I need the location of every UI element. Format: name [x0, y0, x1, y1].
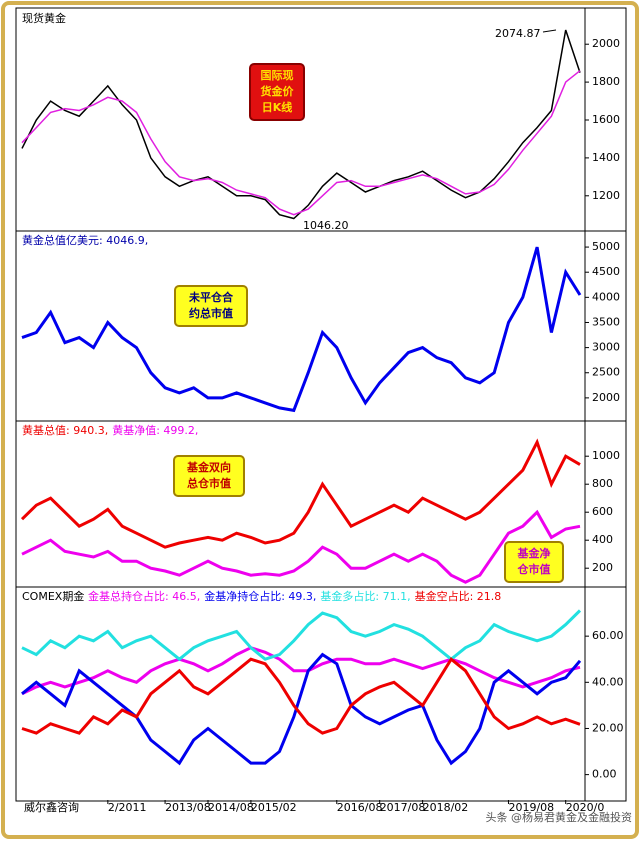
- x-tick-label: 2016/08: [337, 801, 383, 814]
- annotation: 2074.87: [495, 27, 541, 40]
- series-line: [21, 70, 581, 216]
- series-line: [21, 246, 582, 413]
- panel-title: 黄金总值亿美元: 4046.9,: [22, 233, 148, 247]
- watermark: 头条 @杨易君黄金及金融投资: [486, 810, 633, 824]
- annotation-line: [542, 29, 557, 33]
- legend-entry: 基金多占比: 71.1,: [320, 589, 410, 603]
- y-tick-label: 2500: [592, 366, 620, 379]
- y-tick-label: 40.00: [592, 675, 624, 688]
- note-text: 未平仓合: [188, 290, 234, 304]
- series-line: [21, 646, 581, 696]
- legend-entry: 黄基净值: 499.2,: [112, 423, 198, 437]
- x-tick-label: 2013/08: [165, 801, 211, 814]
- note-text: 总仓市值: [187, 476, 231, 490]
- panel-title: COMEX期金: [22, 589, 84, 603]
- series-line: [20, 438, 581, 549]
- x-tick-label: 2019/08: [508, 801, 554, 814]
- note-box: [174, 285, 248, 327]
- y-tick-label: 1000: [592, 449, 620, 462]
- note-text: 日K线: [262, 100, 293, 114]
- note-text: 基金净: [517, 546, 551, 560]
- note-box: [504, 541, 564, 583]
- panel-title: 现货黄金: [22, 11, 66, 25]
- footer: 威尔鑫咨询: [24, 800, 79, 814]
- x-tick-label: 2020/0: [566, 801, 605, 814]
- y-tick-label: 2000: [592, 37, 620, 50]
- series-line: [21, 509, 581, 584]
- note-text: 货金价: [260, 84, 295, 98]
- y-tick-label: 4000: [592, 290, 620, 303]
- note-text: 国际现: [261, 68, 294, 82]
- x-tick-label: 2018/02: [423, 801, 469, 814]
- legend-entry: 金基净持仓占比: 49.3,: [204, 589, 316, 603]
- y-tick-label: 60.00: [592, 629, 624, 642]
- y-tick-label: 3000: [592, 341, 620, 354]
- note-text: 约总市值: [189, 306, 233, 320]
- y-tick-label: 4500: [592, 265, 620, 278]
- note-text: 基金双向: [186, 460, 231, 474]
- y-tick-label: 600: [592, 505, 613, 518]
- note-box: [249, 63, 305, 121]
- y-tick-label: 200: [592, 561, 613, 574]
- note-box: [173, 455, 245, 497]
- y-tick-label: 1400: [592, 151, 620, 164]
- y-tick-label: 20.00: [592, 721, 624, 734]
- x-tick-label: 2017/08: [380, 801, 426, 814]
- series-line: [21, 609, 582, 662]
- legend-entry: 金基总持仓占比: 46.5,: [88, 589, 200, 603]
- y-tick-label: 1200: [592, 189, 620, 202]
- x-tick-label: 2015/02: [251, 801, 297, 814]
- legend-entry: 基金空占比: 21.8: [415, 589, 502, 603]
- y-tick-label: 400: [592, 533, 613, 546]
- y-tick-label: 0.00: [592, 768, 617, 781]
- y-tick-label: 2000: [592, 391, 620, 404]
- note-text: 仓市值: [517, 562, 551, 576]
- y-tick-label: 5000: [592, 240, 620, 253]
- y-tick-label: 3500: [592, 315, 620, 328]
- y-tick-label: 800: [592, 477, 613, 490]
- y-tick-label: 1800: [592, 75, 620, 88]
- x-tick-label: 2/2011: [108, 801, 147, 814]
- y-tick-label: 1600: [592, 113, 620, 126]
- series-line: [21, 656, 581, 735]
- annotation: 1046.20: [303, 219, 349, 232]
- x-tick-label: 2014/08: [208, 801, 254, 814]
- legend-entry: 黄基总值: 940.3,: [22, 423, 108, 437]
